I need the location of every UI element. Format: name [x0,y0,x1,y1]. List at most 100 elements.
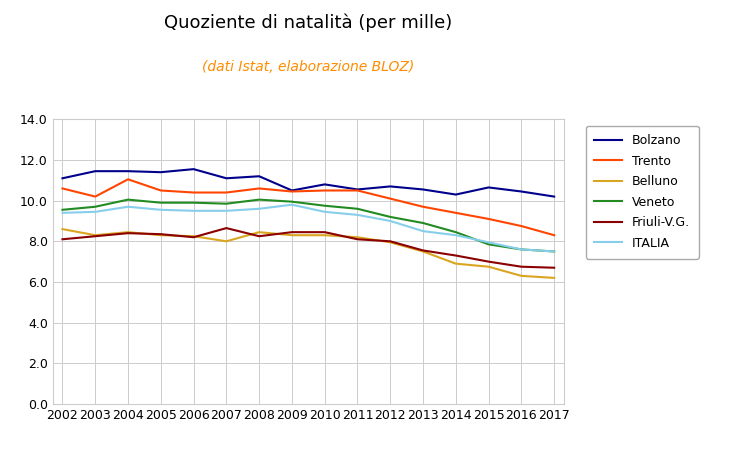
Belluno [320,232,329,238]
Belluno [353,235,362,240]
ITALIA [550,249,559,254]
ITALIA [156,207,165,213]
Trento [484,216,493,222]
Belluno [156,232,165,238]
Bolzano [222,175,231,181]
Veneto [255,197,264,202]
Veneto [91,204,100,209]
Legend: Bolzano, Trento, Belluno, Veneto, Friuli-V.G., ITALIA: Bolzano, Trento, Belluno, Veneto, Friuli… [586,126,699,258]
Friuli-V.G. [123,230,132,236]
Line: Trento: Trento [62,179,554,235]
Line: ITALIA: ITALIA [62,205,554,252]
Bolzano [58,175,67,181]
Belluno [123,230,132,235]
Veneto [550,249,559,254]
Trento [419,204,428,209]
ITALIA [287,202,296,207]
ITALIA [517,246,526,252]
Veneto [517,246,526,252]
ITALIA [386,218,395,224]
Line: Friuli-V.G.: Friuli-V.G. [62,228,554,268]
Belluno [386,240,395,245]
Friuli-V.G. [484,259,493,264]
Trento [451,210,460,216]
Bolzano [419,187,428,192]
Bolzano [451,192,460,197]
Bolzano [386,184,395,189]
ITALIA [320,209,329,215]
Text: (dati Istat, elaborazione BLOZ): (dati Istat, elaborazione BLOZ) [202,60,414,74]
Line: Bolzano: Bolzano [62,169,554,196]
Veneto [123,197,132,202]
ITALIA [353,212,362,218]
Friuli-V.G. [91,234,100,239]
Trento [353,188,362,193]
ITALIA [451,232,460,238]
Trento [550,232,559,238]
Bolzano [189,166,198,172]
Belluno [451,261,460,266]
Friuli-V.G. [419,248,428,253]
Trento [189,190,198,195]
Belluno [287,232,296,238]
Belluno [222,239,231,244]
Trento [222,190,231,195]
Bolzano [517,189,526,194]
Veneto [386,214,395,220]
Friuli-V.G. [222,225,231,231]
Trento [517,223,526,229]
Bolzano [320,182,329,187]
Veneto [451,230,460,235]
Trento [255,186,264,191]
Veneto [484,241,493,247]
ITALIA [222,208,231,213]
Belluno [255,230,264,235]
Bolzano [123,168,132,174]
Belluno [91,232,100,238]
Bolzano [255,174,264,179]
Veneto [353,206,362,212]
Bolzano [353,187,362,192]
Friuli-V.G. [386,239,395,244]
Bolzano [550,194,559,199]
Friuli-V.G. [320,230,329,235]
Veneto [222,201,231,207]
Veneto [419,220,428,226]
Belluno [419,249,428,254]
Belluno [517,273,526,279]
Friuli-V.G. [156,231,165,237]
ITALIA [255,206,264,212]
Friuli-V.G. [353,236,362,242]
ITALIA [419,229,428,234]
Belluno [550,275,559,280]
Veneto [189,200,198,206]
Friuli-V.G. [58,236,67,242]
Trento [123,177,132,182]
Veneto [156,200,165,206]
ITALIA [484,240,493,245]
Veneto [58,207,67,213]
Belluno [484,264,493,269]
Veneto [287,199,296,204]
Text: Quoziente di natalità (per mille): Quoziente di natalità (per mille) [164,14,453,32]
Friuli-V.G. [517,264,526,269]
ITALIA [189,208,198,213]
Line: Belluno: Belluno [62,229,554,278]
Bolzano [287,188,296,193]
Trento [58,186,67,191]
Veneto [320,203,329,208]
Bolzano [484,185,493,190]
ITALIA [91,209,100,215]
Line: Veneto: Veneto [62,200,554,252]
Trento [287,189,296,194]
Trento [320,188,329,193]
Belluno [189,234,198,239]
Friuli-V.G. [451,253,460,258]
Bolzano [91,168,100,174]
Friuli-V.G. [550,265,559,270]
Friuli-V.G. [189,235,198,240]
Trento [386,196,395,202]
Trento [156,188,165,193]
Trento [91,194,100,199]
Friuli-V.G. [287,230,296,235]
